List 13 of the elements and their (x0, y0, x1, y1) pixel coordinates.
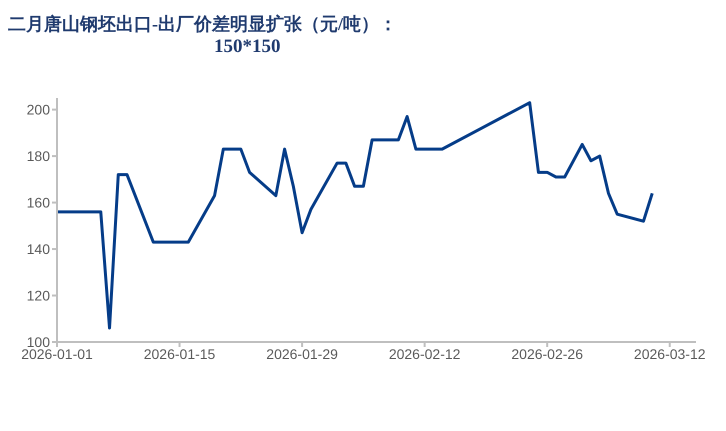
y-tick-label: 120 (26, 287, 50, 304)
x-tick-label: 2026-02-26 (511, 346, 584, 362)
y-tick-label: 200 (26, 102, 50, 118)
x-tick-label: 2026-02-12 (388, 346, 461, 362)
chart-subtitle: 150*150 (214, 36, 280, 58)
y-tick-label: 180 (26, 148, 50, 164)
x-tick-label: 2026-01-29 (266, 346, 338, 362)
y-tick-label: 140 (26, 241, 50, 258)
line-series (57, 101, 654, 330)
y-tick-label: 160 (26, 194, 50, 211)
x-tick-label: 2026-03-12 (634, 346, 706, 362)
x-tick-label: 2026-01-15 (144, 346, 216, 362)
chart-title: 二月唐山钢坯出口-出厂价差明显扩张（元/吨）： (8, 13, 397, 36)
